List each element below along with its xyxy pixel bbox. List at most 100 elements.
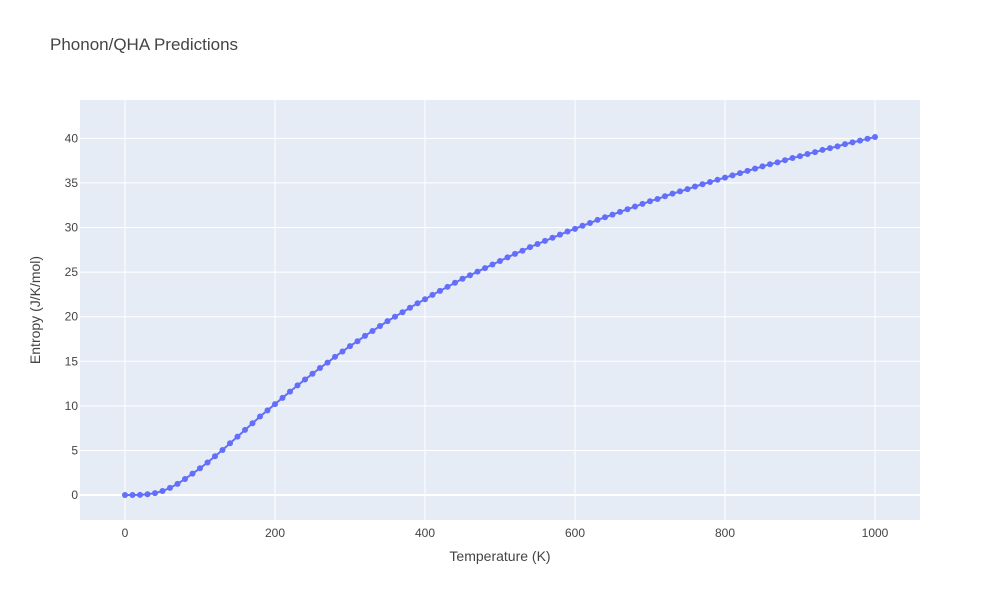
data-point (512, 250, 518, 257)
data-point (602, 214, 608, 221)
data-point (684, 186, 691, 193)
data-point (744, 167, 751, 174)
data-point (219, 447, 226, 453)
data-point (812, 149, 818, 156)
data-point (227, 440, 233, 447)
data-point (392, 313, 398, 320)
data-point (774, 159, 781, 166)
data-point (752, 165, 758, 172)
data-point (834, 143, 841, 150)
plot-area (80, 100, 920, 520)
y-tick-label: 20 (65, 310, 79, 324)
data-point (857, 137, 863, 144)
y-tick-label: 15 (65, 354, 79, 368)
data-point (279, 394, 286, 401)
data-point (872, 134, 878, 141)
data-point (549, 234, 556, 241)
data-point (587, 220, 593, 227)
data-point (197, 465, 203, 472)
y-axis-label: Entropy (J/K/mol) (27, 256, 43, 364)
data-point (167, 484, 173, 491)
data-point (152, 490, 158, 497)
data-point (827, 145, 833, 152)
data-point (369, 327, 376, 334)
data-point (467, 272, 473, 279)
data-point (692, 183, 698, 190)
y-tick-label: 10 (65, 399, 79, 413)
data-point (242, 426, 248, 433)
data-point (714, 176, 721, 183)
y-tick-label: 25 (65, 265, 79, 279)
data-point (707, 179, 713, 186)
data-point (669, 190, 676, 197)
data-point (594, 216, 601, 223)
data-point (122, 492, 128, 499)
data-point (212, 453, 218, 460)
data-point (324, 359, 331, 366)
data-point (272, 401, 278, 408)
y-tick-label: 35 (65, 176, 79, 190)
data-point (444, 283, 451, 290)
x-tick-label: 800 (715, 526, 735, 540)
data-point (264, 407, 271, 414)
data-point (504, 254, 511, 261)
data-point (864, 135, 871, 142)
tick-labels: 0 200 400 600 800 1000 0 5 10 15 20 25 30 35 40 (65, 131, 889, 540)
y-tick-label: 5 (71, 443, 78, 457)
data-point (452, 279, 458, 286)
data-point (482, 265, 488, 272)
data-point (639, 200, 646, 207)
data-point (422, 296, 428, 303)
data-point (654, 195, 661, 202)
data-point (767, 161, 773, 168)
data-point (294, 382, 301, 389)
data-point (144, 491, 151, 498)
data-point (527, 244, 533, 251)
data-point (579, 222, 586, 229)
data-point (204, 459, 211, 466)
data-point (137, 491, 143, 498)
data-point (399, 309, 406, 316)
data-point (662, 193, 668, 200)
data-point (459, 275, 466, 282)
data-point (804, 150, 811, 157)
data-point (249, 420, 256, 427)
data-point (339, 348, 346, 355)
data-point (617, 208, 623, 215)
data-point (129, 492, 136, 499)
data-point (789, 154, 796, 161)
data-point (362, 332, 368, 339)
data-point (609, 211, 616, 218)
data-point (729, 172, 736, 179)
data-point (759, 163, 766, 170)
data-point (189, 470, 196, 477)
data-point (174, 480, 181, 487)
data-point (347, 343, 353, 350)
data-point (782, 157, 788, 164)
x-tick-label: 0 (122, 526, 129, 540)
data-point (234, 433, 241, 440)
x-tick-label: 400 (415, 526, 435, 540)
data-point (497, 257, 503, 264)
x-axis-label: Temperature (K) (449, 548, 550, 564)
data-point (819, 146, 826, 153)
data-point (699, 181, 706, 188)
data-point (437, 287, 443, 294)
data-point (534, 241, 541, 248)
grid (80, 100, 920, 520)
data-point (519, 247, 526, 254)
data-point (632, 203, 638, 210)
y-tick-label: 40 (65, 131, 79, 145)
data-point (474, 268, 481, 275)
data-point (429, 291, 436, 298)
chart-title: Phonon/QHA Predictions (50, 35, 238, 54)
data-point (572, 225, 578, 232)
data-point (489, 261, 496, 268)
data-point (407, 304, 413, 311)
data-point (317, 364, 323, 371)
data-point (677, 188, 683, 195)
data-point (182, 475, 188, 482)
data-point (377, 323, 383, 330)
x-tick-label: 600 (565, 526, 585, 540)
